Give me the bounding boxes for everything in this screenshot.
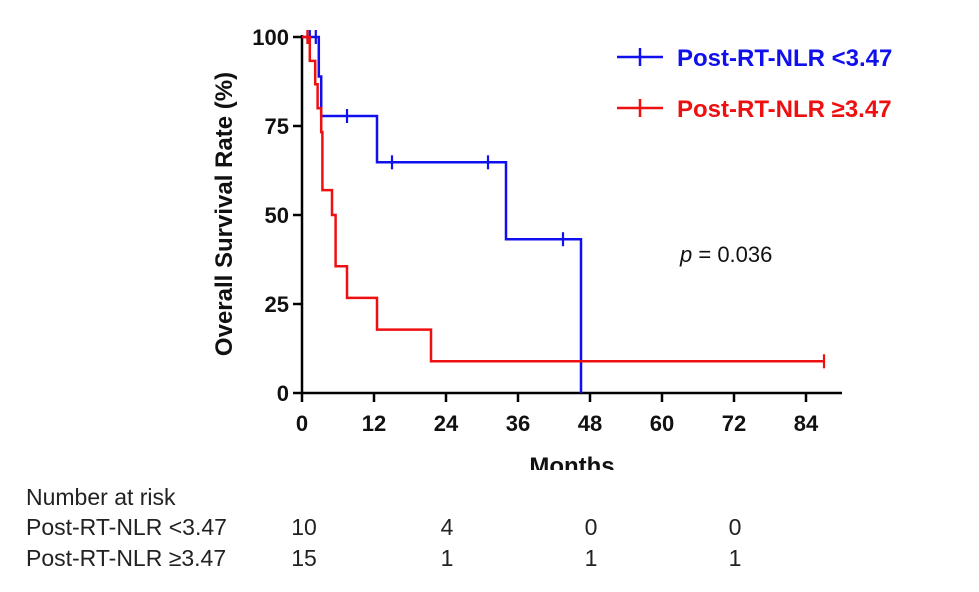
x-tick-label: 48 [578,411,602,436]
p-value-text: = 0.036 [692,242,772,267]
x-tick-label: 0 [296,411,308,436]
survival-chart: 0 25 50 75 100 0 12 24 36 48 60 72 84 Post-RT-NLR <3… [211,25,892,470]
x-tick-label: 24 [434,411,459,436]
y-tick-label: 50 [265,203,289,228]
legend: Post-RT-NLR <3.47 Post-RT-NLR ≥3.47 [617,45,892,123]
y-tick-label: 25 [265,292,289,317]
x-tick-label: 84 [794,411,819,436]
y-tick-label: 100 [252,25,289,50]
y-tick-label: 0 [277,381,289,406]
series-line-1 [302,35,824,363]
x-axis-label: Months [529,453,614,470]
risk-row-label-0: Post-RT-NLR <3.47 [26,514,227,540]
x-tick-label: 60 [650,411,674,436]
series-layer [302,30,826,393]
legend-label-1: Post-RT-NLR ≥3.47 [677,96,892,123]
p-symbol: p [679,242,692,267]
risk-value: 1 [440,545,454,571]
risk-value: 4 [440,514,454,540]
risk-value: 0 [584,514,598,540]
risk-value: 1 [728,545,742,571]
risk-table-title: Number at risk [26,484,176,510]
risk-value: 10 [291,514,317,540]
risk-value: 1 [584,545,598,571]
p-value-annotation: p = 0.036 [679,242,772,267]
legend-label-0: Post-RT-NLR <3.47 [677,45,892,72]
risk-value: 0 [728,514,742,540]
x-tick-label: 36 [506,411,530,436]
x-tick-label: 12 [362,411,386,436]
risk-row-label-1: Post-RT-NLR ≥3.47 [26,545,227,571]
series-line-0 [302,35,583,393]
y-axis-label: Overall Survival Rate (%) [211,72,238,356]
risk-value: 15 [291,545,317,571]
y-tick-label: 75 [265,114,289,139]
x-tick-label: 72 [722,411,746,436]
axes: 0 25 50 75 100 0 12 24 36 48 60 72 84 [252,25,842,436]
